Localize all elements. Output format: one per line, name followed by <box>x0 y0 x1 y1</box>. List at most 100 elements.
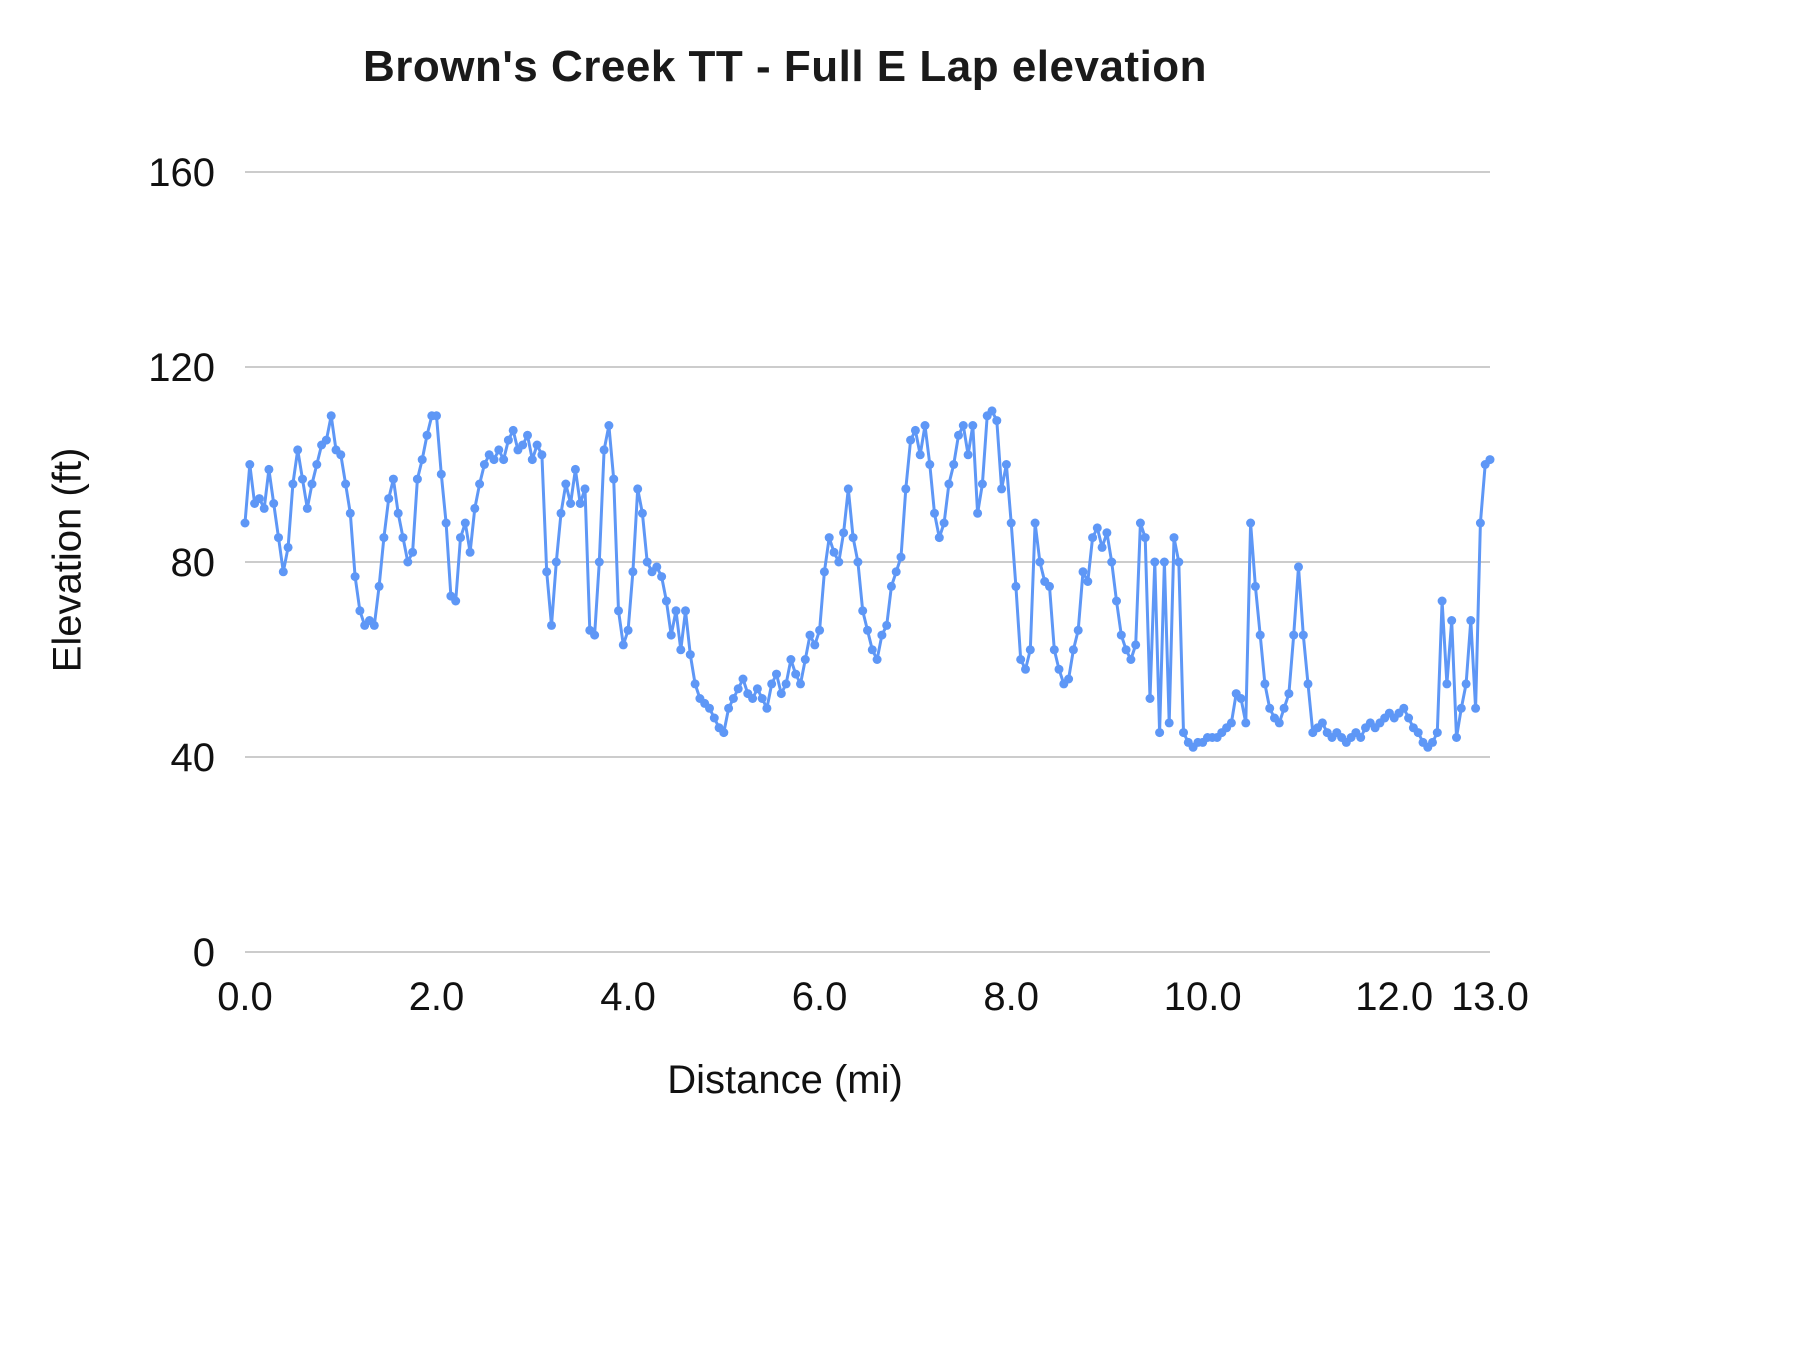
y-tick-label: 160 <box>148 151 215 195</box>
data-point-marker <box>1174 557 1184 567</box>
data-point-marker <box>1011 581 1021 591</box>
data-point-marker <box>542 567 552 577</box>
data-point-marker <box>326 411 336 421</box>
x-tick-label: 13.0 <box>1451 975 1529 1019</box>
data-point-marker <box>312 460 322 469</box>
data-point-marker <box>925 460 935 469</box>
data-point-marker <box>944 479 954 489</box>
data-point-marker <box>934 533 944 543</box>
data-point-marker <box>1399 703 1409 713</box>
data-point-marker <box>652 562 662 572</box>
data-point-marker <box>336 450 346 460</box>
data-point-marker <box>776 689 786 699</box>
data-point-marker <box>1135 518 1145 528</box>
data-point-marker <box>1466 616 1476 625</box>
data-point-marker <box>1021 664 1030 674</box>
data-point-marker <box>240 518 250 528</box>
data-point-marker <box>460 518 470 528</box>
data-point-marker <box>1088 533 1098 543</box>
data-point-marker <box>441 518 451 528</box>
data-point-marker <box>489 455 499 465</box>
data-point-marker <box>384 494 394 504</box>
x-tick-label: 10.0 <box>1164 975 1242 1019</box>
data-point-marker <box>1092 523 1102 533</box>
data-point-marker <box>1274 718 1284 728</box>
data-point-marker <box>1006 518 1016 528</box>
data-point-marker <box>475 479 485 489</box>
data-point-marker <box>1279 703 1289 713</box>
data-point-marker <box>824 533 834 543</box>
data-point-marker <box>834 557 844 567</box>
data-point-marker <box>355 606 365 616</box>
data-point-marker <box>456 533 465 543</box>
data-point-marker <box>896 552 906 562</box>
y-tick-label: 80 <box>171 541 216 585</box>
data-point-marker <box>302 503 312 513</box>
data-point-marker <box>1250 581 1260 591</box>
data-point-marker <box>556 508 566 518</box>
data-point-marker <box>1112 596 1121 606</box>
data-point-marker <box>379 533 389 543</box>
data-point-marker <box>733 684 743 694</box>
data-point-marker <box>1475 518 1485 528</box>
data-point-marker <box>796 679 805 689</box>
x-tick-label: 6.0 <box>792 975 848 1019</box>
data-point-marker <box>1102 528 1112 538</box>
data-point-marker <box>1121 645 1131 655</box>
data-point-marker <box>532 440 542 450</box>
data-point-marker <box>403 557 413 567</box>
data-point-marker <box>906 435 916 445</box>
data-point-marker <box>1179 728 1188 738</box>
data-point-marker <box>1456 703 1466 713</box>
data-point-marker <box>1317 718 1327 728</box>
data-point-marker <box>1226 718 1236 728</box>
data-point-marker <box>283 542 293 552</box>
data-point-marker <box>973 508 983 518</box>
data-point-marker <box>503 435 513 445</box>
data-point-marker <box>590 630 600 640</box>
data-point-marker <box>1442 679 1452 689</box>
data-point-marker <box>681 606 690 616</box>
data-point-marker <box>1097 542 1107 552</box>
data-point-marker <box>954 430 963 440</box>
data-point-marker <box>269 499 279 508</box>
data-point-marker <box>1116 630 1126 640</box>
data-point-marker <box>819 567 829 577</box>
data-point-marker <box>523 430 532 440</box>
data-point-marker <box>661 596 671 606</box>
data-point-marker <box>594 557 604 567</box>
data-point-marker <box>341 479 351 489</box>
data-point-marker <box>1150 557 1160 567</box>
data-point-marker <box>1064 674 1074 684</box>
data-point-marker <box>657 572 667 582</box>
data-point-marker <box>1447 616 1457 625</box>
data-point-marker <box>939 518 949 528</box>
data-point-marker <box>1126 655 1136 664</box>
data-point-marker <box>1413 728 1423 738</box>
data-point-marker <box>728 694 738 703</box>
data-point-marker <box>843 484 853 494</box>
data-point-marker <box>1404 713 1414 723</box>
data-point-marker <box>1437 596 1447 606</box>
data-point-marker <box>1452 733 1461 742</box>
data-point-marker <box>254 494 264 504</box>
data-point-marker <box>298 474 307 484</box>
data-point-marker <box>278 567 288 577</box>
data-point-marker <box>465 547 475 557</box>
data-point-marker <box>772 669 781 679</box>
data-point-marker <box>633 484 643 494</box>
data-point-marker <box>345 508 355 518</box>
data-point-marker <box>537 450 547 460</box>
data-point-marker <box>470 503 480 513</box>
data-point-marker <box>709 713 719 723</box>
data-point-marker <box>762 703 772 713</box>
data-point-marker <box>671 606 681 616</box>
data-point-marker <box>547 620 556 630</box>
data-point-marker <box>1073 625 1083 635</box>
data-point-marker <box>877 630 887 640</box>
data-point-marker <box>628 567 638 577</box>
data-point-marker <box>432 411 441 421</box>
data-point-marker <box>1054 664 1064 674</box>
data-point-marker <box>757 694 767 703</box>
